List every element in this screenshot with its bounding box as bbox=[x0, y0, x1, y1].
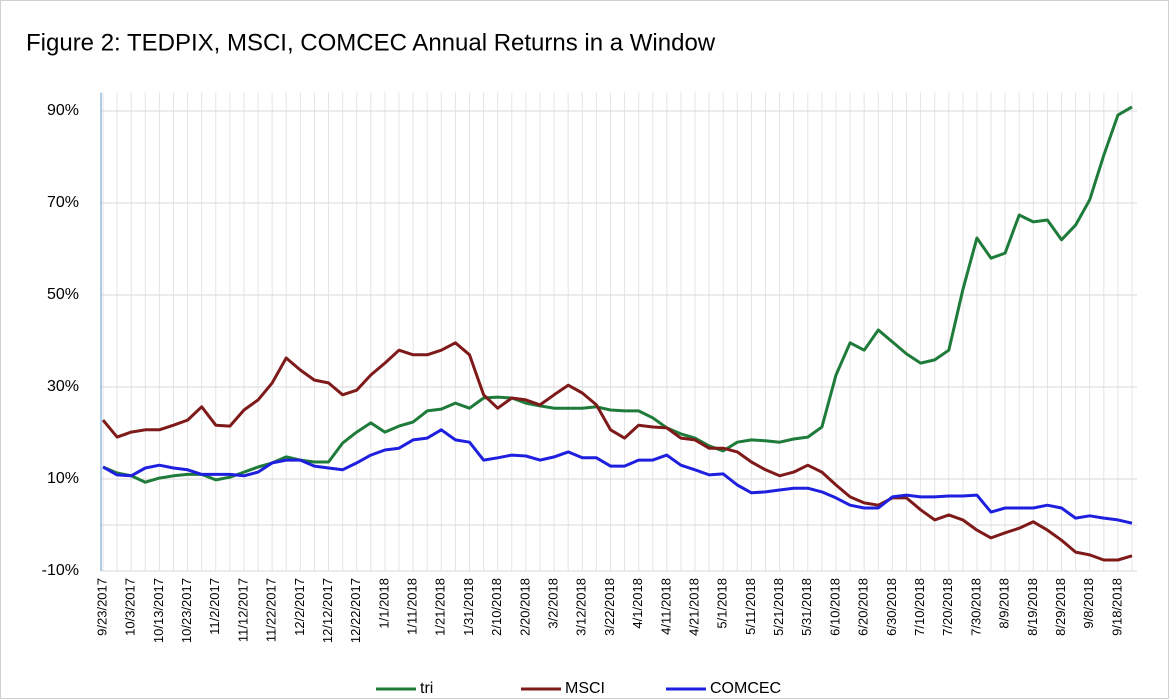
x-tick-label: 7/30/2018 bbox=[968, 578, 983, 636]
x-tick-label: 5/1/2018 bbox=[715, 578, 730, 629]
x-tick-label: 12/2/2017 bbox=[292, 578, 307, 636]
x-tick-label: 11/12/2017 bbox=[235, 578, 250, 642]
x-tick-label: 10/13/2017 bbox=[151, 578, 166, 643]
x-tick-label: 5/31/2018 bbox=[799, 578, 814, 636]
y-tick-label: 30% bbox=[47, 378, 79, 395]
x-tick-label: 10/3/2017 bbox=[123, 578, 138, 636]
legend-label: tri bbox=[420, 680, 433, 697]
x-tick-label: 9/18/2018 bbox=[1109, 578, 1124, 636]
x-tick-label: 4/21/2018 bbox=[686, 578, 701, 636]
legend-label: MSCI bbox=[565, 680, 605, 697]
x-tick-label: 6/20/2018 bbox=[856, 578, 871, 636]
x-tick-label: 6/10/2018 bbox=[827, 578, 842, 636]
x-tick-label: 2/10/2018 bbox=[489, 578, 504, 636]
legend-label: COMCEC bbox=[710, 680, 781, 697]
x-tick-label: 9/8/2018 bbox=[1081, 578, 1096, 629]
y-tick-label: 90% bbox=[47, 102, 79, 119]
series-line bbox=[101, 341, 1133, 562]
x-tick-label: 5/11/2018 bbox=[743, 578, 758, 635]
x-tick-label: 11/2/2017 bbox=[207, 578, 222, 635]
x-tick-label: 8/19/2018 bbox=[1025, 578, 1040, 636]
x-tick-label: 4/1/2018 bbox=[630, 578, 645, 629]
x-tick-label: 10/23/2017 bbox=[179, 578, 194, 643]
y-tick-label: -10% bbox=[42, 562, 79, 579]
x-tick-label: 1/31/2018 bbox=[461, 578, 476, 636]
x-tick-label: 8/29/2018 bbox=[1053, 578, 1068, 636]
x-tick-label: 12/22/2017 bbox=[348, 578, 363, 643]
x-tick-label: 3/2/2018 bbox=[546, 578, 561, 629]
x-tick-label: 4/11/2018 bbox=[658, 578, 673, 635]
x-tick-label: 8/9/2018 bbox=[997, 578, 1012, 629]
chart-title: Figure 2: TEDPIX, MSCI, COMCEC Annual Re… bbox=[26, 29, 716, 56]
y-tick-label: 10% bbox=[47, 470, 79, 487]
x-tick-label: 1/1/2018 bbox=[376, 578, 391, 629]
x-tick-label: 3/12/2018 bbox=[574, 578, 589, 636]
x-tick-label: 7/20/2018 bbox=[940, 578, 955, 636]
x-tick-label: 7/10/2018 bbox=[912, 578, 927, 636]
x-tick-label: 1/11/2018 bbox=[405, 578, 420, 635]
x-tick-label: 3/22/2018 bbox=[602, 578, 617, 636]
series-line bbox=[102, 428, 1133, 525]
y-tick-label: 50% bbox=[47, 286, 79, 303]
y-tick-label: 70% bbox=[47, 194, 79, 211]
x-tick-label: 11/22/2017 bbox=[264, 578, 279, 642]
x-tick-label: 5/21/2018 bbox=[771, 578, 786, 636]
x-tick-label: 6/30/2018 bbox=[884, 578, 899, 636]
x-tick-label: 1/21/2018 bbox=[433, 578, 448, 636]
x-tick-label: 12/12/2017 bbox=[320, 578, 335, 643]
x-tick-label: 9/23/2017 bbox=[94, 578, 109, 636]
x-tick-label: 2/20/2018 bbox=[517, 578, 532, 636]
